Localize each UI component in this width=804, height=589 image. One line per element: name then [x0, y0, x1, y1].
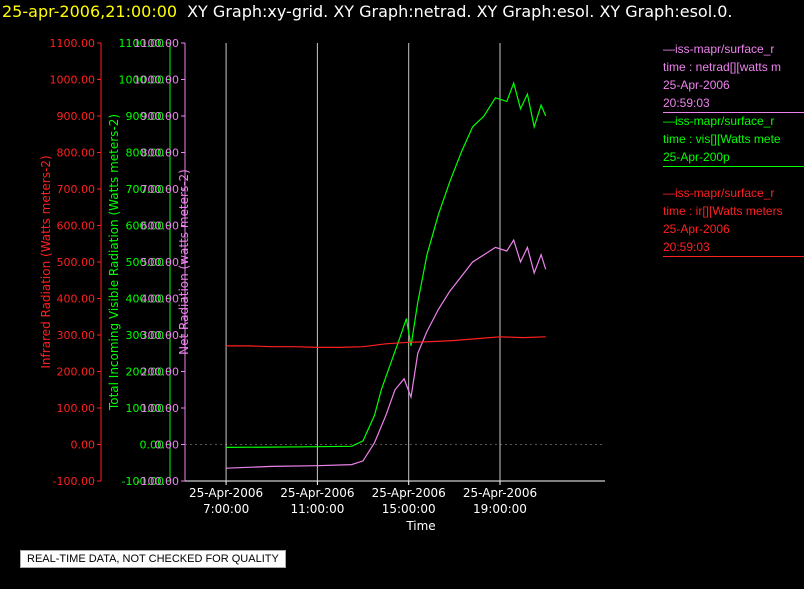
- ir-axis-tick-label: 500.00: [57, 256, 96, 269]
- ir-axis-tick-label: 300.00: [57, 329, 96, 342]
- ir-axis-tick-label: 100.00: [57, 402, 96, 415]
- vis-axis-tick-label: 1100.00: [119, 37, 165, 50]
- series-net-line: [226, 238, 547, 469]
- ir-axis-tick-label: 600.00: [57, 220, 96, 233]
- x-tick-label-time: 7:00:00: [203, 502, 249, 516]
- vis-axis-tick-label: 300.00: [126, 329, 165, 342]
- vis-axis-tick-label: 0.00: [140, 439, 165, 452]
- net-axis-tick-label: 1000.00: [134, 74, 180, 87]
- vis-axis-tick-label: 900.00: [126, 110, 165, 123]
- legend-ir-line: 25-Apr-2006: [663, 222, 730, 236]
- x-tick-label-date: 25-Apr-2006: [372, 486, 446, 500]
- legend-net-line: 25-Apr-2006: [663, 78, 730, 92]
- net-axis-tick-label: 400.00: [141, 293, 180, 306]
- legend-net-line: 20:59:03: [663, 96, 710, 110]
- ir-axis-tick-label: 700.00: [57, 183, 96, 196]
- x-tick-label-time: 15:00:00: [382, 502, 436, 516]
- x-tick-label-date: 25-Apr-2006: [280, 486, 354, 500]
- ir-axis-tick-label: 400.00: [57, 293, 96, 306]
- net-axis-tick-label: 200.00: [141, 366, 180, 379]
- ir-axis-tick-label: 1100.00: [50, 37, 96, 50]
- net-axis-tick-label: 500.00: [141, 256, 180, 269]
- legend-vis-line: —iss-mapr/surface_r: [663, 114, 775, 128]
- ir-axis-tick-label: -100.00: [53, 475, 95, 488]
- net-axis-tick-label: 300.00: [141, 329, 180, 342]
- timestamp: 25-apr-2006,21:00:00: [2, 2, 178, 21]
- legend-ir-line: —iss-mapr/surface_r: [663, 186, 775, 200]
- ir-axis-tick-label: 800.00: [57, 147, 96, 160]
- legend-net-line: time : netrad[][watts m: [663, 60, 782, 74]
- vis-axis-tick-label: 400.00: [126, 293, 165, 306]
- x-tick-label-date: 25-Apr-2006: [463, 486, 537, 500]
- x-tick-label-date: 25-Apr-2006: [189, 486, 263, 500]
- net-axis-tick-label: 800.00: [141, 147, 180, 160]
- legend-net-line: —iss-mapr/surface_r: [663, 42, 775, 56]
- ir-axis-tick-label: 1000.00: [50, 74, 96, 87]
- net-axis-label: Net Radiation (watts meters-2): [177, 169, 191, 355]
- x-tick-label-time: 19:00:00: [473, 502, 527, 516]
- net-axis-tick-label: -100.00: [137, 475, 179, 488]
- net-axis-tick-label: 0.00: [155, 439, 180, 452]
- series-ir-line: [226, 336, 546, 348]
- x-axis-label: Time: [405, 519, 435, 533]
- net-axis-tick-label: 100.00: [141, 402, 180, 415]
- vis-axis-tick-label: 700.00: [126, 183, 165, 196]
- x-tick-label-time: 11:00:00: [290, 502, 344, 516]
- quality-note: REAL-TIME DATA, NOT CHECKED FOR QUALITY: [20, 550, 286, 568]
- vis-axis-tick-label: 600.00: [126, 220, 165, 233]
- ir-axis-tick-label: 200.00: [57, 366, 96, 379]
- series-vis-line: [226, 81, 547, 448]
- net-axis-tick-label: 600.00: [141, 220, 180, 233]
- vis-axis-tick-label: 500.00: [126, 256, 165, 269]
- net-axis-tick-label: 1100.00: [134, 37, 180, 50]
- vis-axis-tick-label: -100.00: [122, 475, 164, 488]
- vis-axis-tick-label: 800.00: [126, 147, 165, 160]
- ir-axis-label: Infrared Radiation (Watts meters-2): [39, 155, 53, 368]
- legend-ir-line: 20:59:03: [663, 240, 710, 254]
- title-bar: 25-apr-2006,21:00:00 XY Graph:xy-grid. XY…: [0, 0, 804, 24]
- ir-axis-tick-label: 0.00: [71, 439, 96, 452]
- legend-ir-line: time : ir[][Watts meters: [663, 204, 783, 218]
- net-axis-tick-label: 900.00: [141, 110, 180, 123]
- net-axis-tick-label: 700.00: [141, 183, 180, 196]
- vis-axis-tick-label: 200.00: [126, 366, 165, 379]
- legend-vis-line: 25-Apr-200p: [663, 150, 730, 164]
- vis-axis-label: Total Incoming Visible Radiation (Watts …: [107, 114, 121, 411]
- legend-vis-line: time : vis[][Watts mete: [663, 132, 781, 146]
- ir-axis-tick-label: 900.00: [57, 110, 96, 123]
- vis-axis-tick-label: 1000.00: [119, 74, 165, 87]
- vis-axis-tick-label: 100.00: [126, 402, 165, 415]
- graph-titles: XY Graph:xy-grid. XY Graph:netrad. XY Gr…: [187, 2, 733, 21]
